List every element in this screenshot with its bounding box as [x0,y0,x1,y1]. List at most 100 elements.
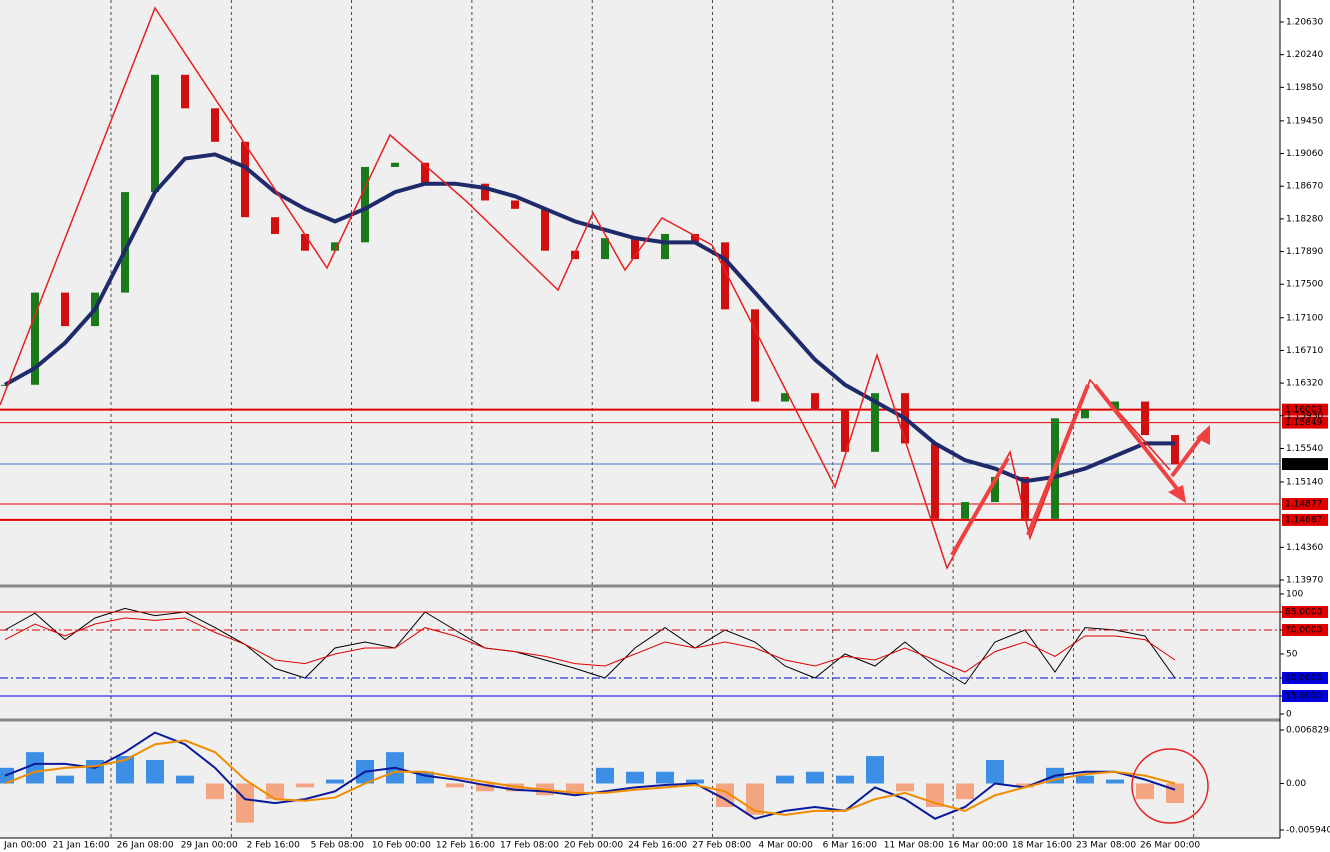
histogram-bar [806,771,824,784]
histogram-bar [596,767,614,784]
x-tick-label: Jan 00:00 [3,841,47,851]
arrow [1093,383,1184,497]
x-tick-label: 6 Mar 16:00 [823,841,878,851]
price-level-box [1282,458,1328,471]
x-tick-label: 26 Jan 08:00 [117,841,174,851]
histogram-bar [1136,783,1154,800]
candle-body [1111,401,1119,410]
x-tick-label: 12 Feb 16:00 [436,841,495,851]
y-tick-label: 1.13970 [1286,576,1323,586]
moving-average [4,152,1175,484]
x-tick-label: 27 Feb 08:00 [692,841,751,851]
histogram-bar [1076,775,1094,784]
candle-body [121,192,129,293]
y-tick-label: 1.19060 [1286,149,1323,159]
candle-body [751,309,759,402]
candle-body [661,233,669,260]
histogram-bar [26,752,44,784]
price-level-label: 1.15354 [1285,460,1322,470]
histogram-bar [986,759,1004,784]
candle-body [1081,409,1089,419]
histogram-bar [446,783,464,788]
x-tick-label: 21 Jan 16:00 [53,841,110,851]
histogram-bar [1016,783,1034,788]
candle-body [61,292,69,327]
y-tick-label: 0.00 [1286,779,1306,789]
histogram-bar [956,783,974,800]
y-tick-label: 100 [1286,590,1303,600]
candle-body [631,238,639,260]
rsi-line [4,607,1176,685]
candle-body [1021,476,1029,519]
level-label-box [1282,606,1328,618]
zigzag [0,6,1171,570]
y-tick-label: 1.15540 [1286,444,1323,454]
y-tick-label: 1.20240 [1286,50,1323,60]
candle-body [691,233,699,243]
candle-body [391,162,399,167]
candle-body [31,292,39,385]
candle-body [571,250,579,260]
axis-labels: 1.16003 1.15849 1.15354 1.14877 1.14687 1.206… [3,18,1330,851]
x-tick-label: 26 Mar 00:00 [1140,841,1200,851]
y-tick-label: 70.0000 [1285,626,1322,636]
candle-body [271,217,279,234]
candle-body [1141,401,1149,436]
y-tick-label: 1.19850 [1286,83,1323,93]
histogram-bar [776,775,794,784]
price-level-label: 1.14687 [1285,515,1322,525]
histogram-bar [56,775,74,784]
histogram-bar [1166,783,1184,804]
arrows [950,383,1210,556]
y-tick-label: 1.19450 [1286,116,1323,126]
level-label-box [1282,672,1328,684]
arrow [950,457,1010,556]
candle-body [361,166,369,243]
y-tick-label: 1.20630 [1286,18,1323,28]
candle-body [241,141,249,218]
histogram-bar [206,783,224,800]
x-tick-label: 17 Feb 08:00 [500,841,559,851]
y-tick-label: 1.16710 [1286,346,1323,356]
histogram-bar [866,756,884,784]
histogram-bar [566,783,584,796]
histogram-bar [146,759,164,784]
histogram-bar [416,771,434,784]
y-tick-label: 1.17500 [1286,280,1323,290]
candle-body [961,502,969,519]
candle-body [601,238,609,260]
y-tick-label: 1.15140 [1286,477,1323,487]
level-label-box [1282,690,1328,702]
candle-body [811,393,819,410]
candle-body [481,183,489,201]
arrow [1026,384,1090,536]
arrow-head [1196,425,1210,445]
y-tick-label: 1.15930 [1286,411,1323,421]
y-tick-label: 1.18280 [1286,214,1323,224]
macd-line [4,739,1176,816]
price-level-label: 1.14877 [1285,500,1322,510]
x-tick-label: 23 Mar 08:00 [1076,841,1136,851]
plot-background [0,0,1280,838]
marks [0,74,1280,823]
price-level-box [1282,403,1328,416]
price-level-label: 1.16003 [1285,405,1322,415]
histogram-bar [296,783,314,788]
candle-body [421,162,429,184]
candle-body [721,242,729,310]
candle-body [541,208,549,251]
x-tick-label: 16 Mar 00:00 [948,841,1008,851]
price-level-box [1282,416,1328,429]
y-tick-label: 0 [1286,710,1292,720]
level-label-box [1282,624,1328,636]
y-tick-label: 1.16320 [1286,379,1323,389]
histogram-bar [656,771,674,784]
x-tick-label: 10 Feb 00:00 [372,841,431,851]
x-tick-label: 18 Mar 16:00 [1012,841,1072,851]
histogram-bar [896,783,914,792]
time-grid [110,0,1195,838]
candle-body [781,393,789,402]
candle-body [151,74,159,193]
histogram-bar [176,775,194,784]
